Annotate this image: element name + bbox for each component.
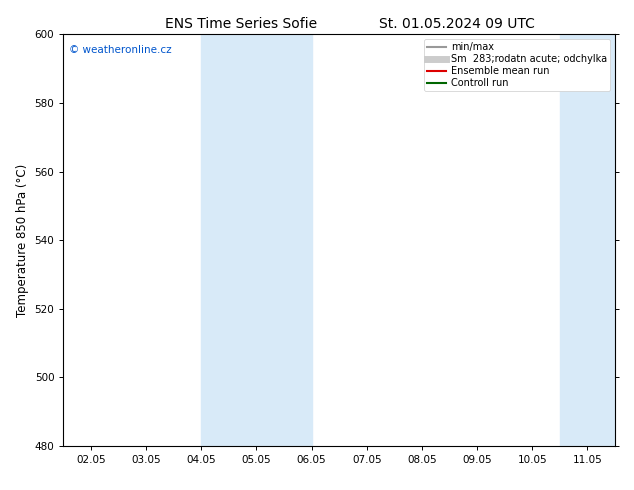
- Legend: min/max, Sm  283;rodatn acute; odchylka, Ensemble mean run, Controll run: min/max, Sm 283;rodatn acute; odchylka, …: [424, 39, 610, 91]
- Text: ENS Time Series Sofie: ENS Time Series Sofie: [165, 17, 317, 31]
- Bar: [202, 34, 312, 446]
- Y-axis label: Temperature 850 hPa (°C): Temperature 850 hPa (°C): [16, 164, 29, 317]
- Text: St. 01.05.2024 09 UTC: St. 01.05.2024 09 UTC: [378, 17, 534, 31]
- Text: © weatheronline.cz: © weatheronline.cz: [69, 45, 172, 54]
- Bar: [560, 34, 634, 446]
